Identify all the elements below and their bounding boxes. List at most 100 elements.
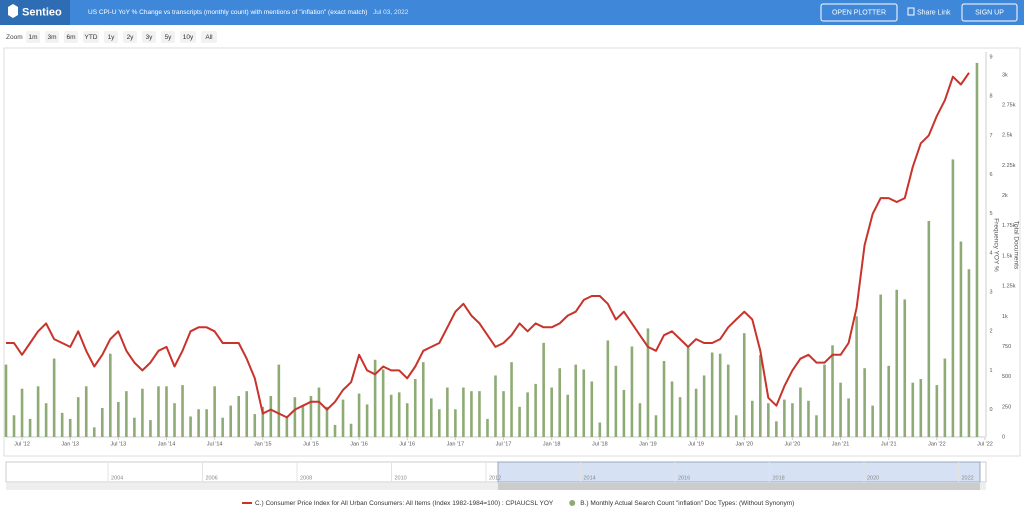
- y-tick-label: 4: [989, 250, 992, 256]
- bar: [60, 412, 64, 437]
- bar: [606, 340, 610, 437]
- bar: [446, 387, 449, 437]
- bar: [52, 358, 56, 437]
- bar: [686, 346, 690, 437]
- y2-tick-label: 2k: [1002, 193, 1008, 199]
- legend-swatch[interactable]: [569, 500, 576, 506]
- share-link[interactable]: Share Link: [917, 9, 951, 16]
- bar: [967, 269, 971, 437]
- bar: [807, 400, 810, 437]
- bar: [44, 403, 48, 437]
- y2-tick-label: 750: [1002, 344, 1011, 350]
- navigator-label: 2010: [395, 475, 407, 481]
- logo-text[interactable]: Sentieo: [22, 6, 62, 18]
- bar: [726, 364, 730, 437]
- x-tick-label: Jul '12: [14, 441, 30, 447]
- bar: [149, 420, 152, 437]
- navigator-label: 2022: [962, 475, 974, 481]
- bar: [943, 358, 947, 437]
- zoom-button-label[interactable]: 1m: [28, 34, 37, 41]
- y-axis-title: Frequency YOY %: [992, 218, 999, 272]
- bar: [253, 414, 257, 437]
- legend-label[interactable]: C.) Consumer Price Index for All Urban C…: [255, 500, 554, 507]
- bar: [109, 353, 112, 437]
- bar: [84, 386, 88, 437]
- scrollbar-thumb[interactable]: [498, 483, 980, 490]
- y-tick-label: 8: [989, 94, 992, 100]
- zoom-button[interactable]: [83, 31, 99, 43]
- bar: [935, 385, 939, 437]
- zoom-bar: Zoom 1m 3m 6m YTD 1y 2y 3y 5y 10y All: [6, 31, 217, 43]
- bar: [221, 417, 224, 437]
- open-plotter-button[interactable]: [820, 3, 898, 22]
- zoom-button-label[interactable]: YTD: [85, 34, 98, 41]
- zoom-button[interactable]: [161, 31, 175, 43]
- bar: [630, 346, 634, 437]
- bar: [486, 418, 489, 437]
- x-tick-label: Jul '13: [110, 441, 126, 447]
- bar: [710, 352, 714, 437]
- bar: [317, 387, 321, 437]
- zoom-button[interactable]: [104, 31, 118, 43]
- y-tick-label: 6: [989, 172, 992, 178]
- sign-up-label[interactable]: SIGN UP: [975, 9, 1004, 16]
- bar: [638, 403, 642, 437]
- x-tick-label: Jul '16: [399, 441, 415, 447]
- bar: [229, 405, 232, 437]
- bar: [783, 399, 786, 437]
- navigator-label: 2004: [111, 475, 123, 481]
- zoom-button[interactable]: [26, 31, 40, 43]
- open-plotter-label[interactable]: OPEN PLOTTER: [832, 9, 886, 16]
- scrollbar-track[interactable]: [6, 483, 986, 490]
- bar: [125, 391, 128, 437]
- y-tick-label: 1: [989, 368, 992, 374]
- x-tick-label: Jul '14: [207, 441, 223, 447]
- zoom-button[interactable]: [64, 31, 78, 43]
- y2-axis-title: Total Documents: [1012, 221, 1019, 270]
- bar: [734, 415, 738, 437]
- zoom-button[interactable]: [142, 31, 156, 43]
- bar: [526, 392, 529, 437]
- zoom-button[interactable]: [45, 31, 59, 43]
- bar: [574, 364, 578, 437]
- bar: [718, 353, 722, 437]
- bar: [887, 365, 891, 437]
- navigator-label: 2020: [867, 475, 879, 481]
- zoom-button-label[interactable]: 1y: [108, 34, 116, 41]
- bar: [12, 415, 16, 437]
- y-tick-label: 2: [989, 329, 992, 335]
- bar: [855, 316, 858, 437]
- zoom-button-label[interactable]: 10y: [183, 34, 194, 41]
- zoom-button-label[interactable]: 2y: [127, 34, 135, 41]
- bar: [598, 422, 602, 437]
- navigator-selection[interactable]: [497, 461, 981, 483]
- bar: [927, 220, 931, 437]
- zoom-button[interactable]: [180, 31, 196, 43]
- page-date: Jul 03, 2022: [373, 9, 409, 16]
- bar: [117, 402, 120, 437]
- bar: [831, 345, 834, 437]
- zoom-button-label[interactable]: 5y: [165, 34, 173, 41]
- zoom-button-label[interactable]: 6m: [66, 34, 75, 41]
- sign-up-button[interactable]: [961, 3, 1018, 22]
- bar: [694, 388, 698, 437]
- y-tick-label: 3: [989, 290, 992, 296]
- bar: [181, 385, 184, 437]
- bar: [141, 388, 144, 437]
- bar: [261, 406, 265, 437]
- zoom-button[interactable]: [201, 31, 217, 43]
- bar: [750, 400, 754, 437]
- zoom-button-label[interactable]: 3y: [146, 34, 154, 41]
- zoom-button[interactable]: [123, 31, 137, 43]
- bar: [670, 381, 674, 437]
- bar: [510, 362, 513, 437]
- y-tick-label: 0: [989, 407, 992, 413]
- y2-tick-label: 0: [1002, 434, 1005, 440]
- zoom-button-label[interactable]: 3m: [47, 34, 56, 41]
- bar: [791, 403, 794, 437]
- bar: [341, 399, 345, 437]
- zoom-button-label[interactable]: All: [205, 34, 213, 41]
- navigator: 2004 2006 2008 2010 2012 2014 2016 2018 2020 2022: [5, 461, 987, 490]
- bar: [20, 388, 24, 437]
- legend-label[interactable]: B.) Monthly Actual Search Count "inflati…: [580, 500, 794, 507]
